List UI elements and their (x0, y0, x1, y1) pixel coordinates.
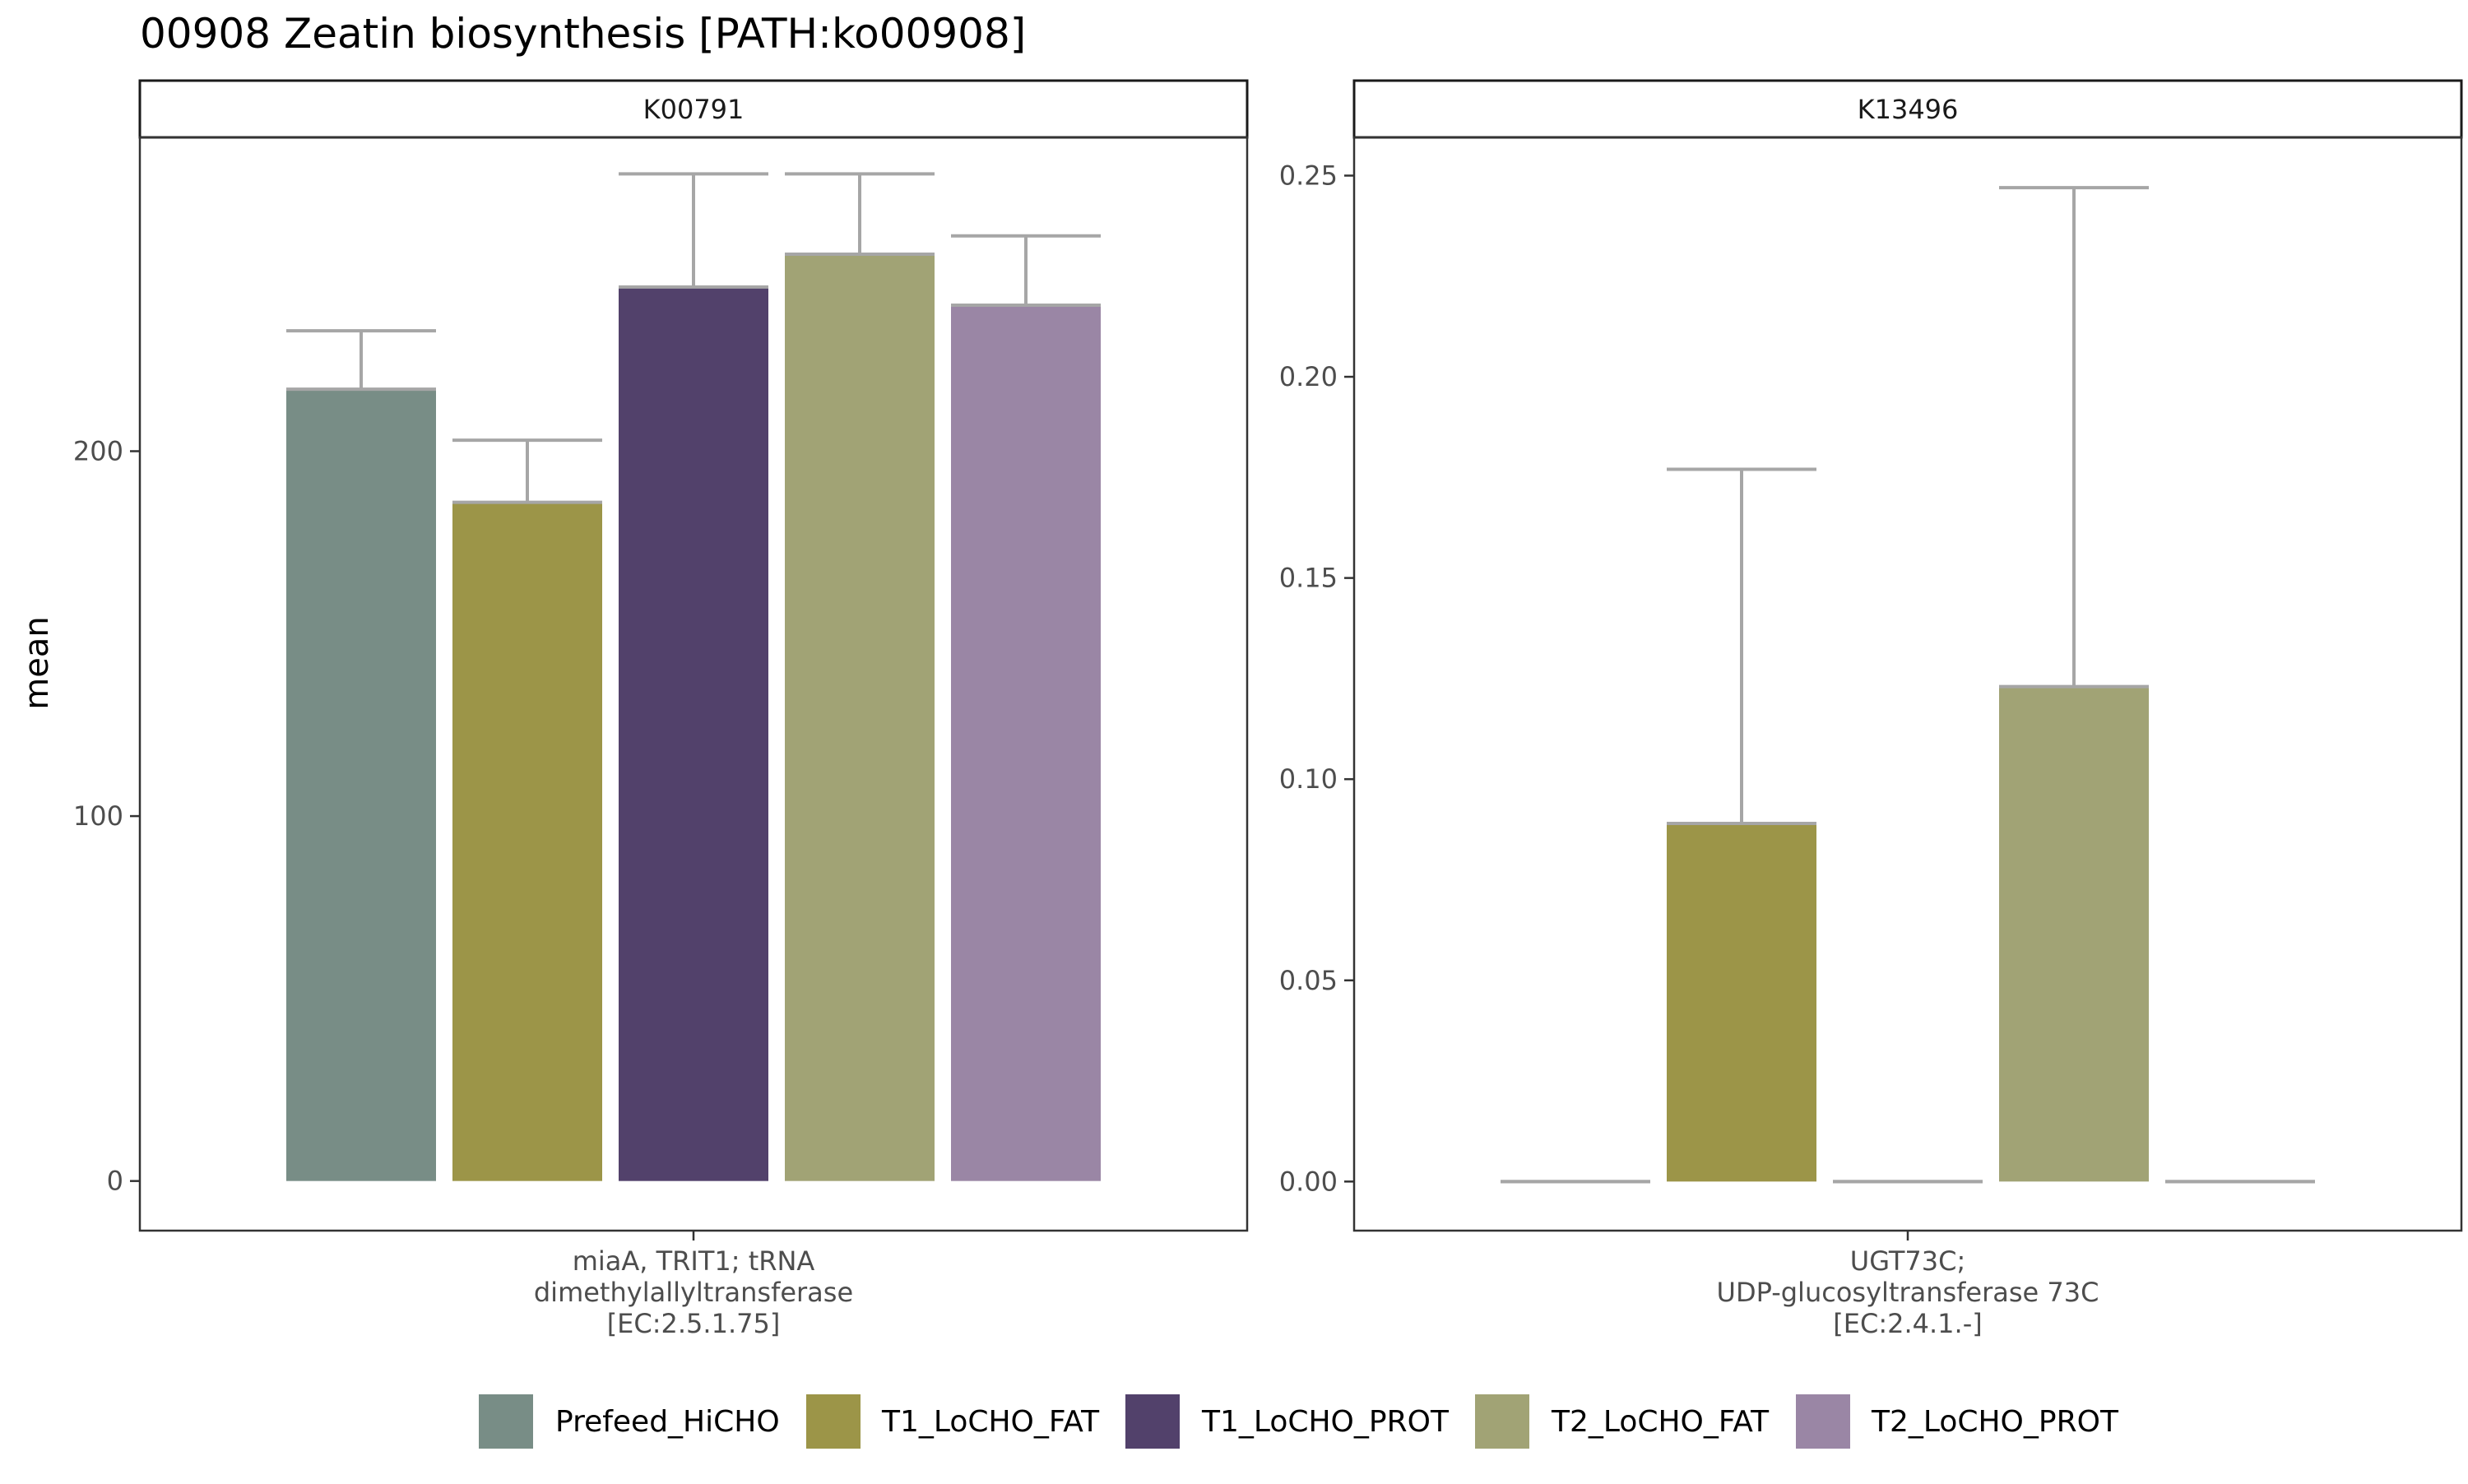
panel-strip-label: K00791 (643, 94, 745, 125)
bar-t1-locho-fat (452, 503, 602, 1181)
legend-swatch (1125, 1394, 1180, 1449)
y-axis-label: mean (18, 616, 56, 709)
chart-title: 00908 Zeatin biosynthesis [PATH:ko00908] (140, 10, 1026, 58)
y-tick-label: 0 (107, 1166, 123, 1197)
legend-label: T1_LoCHO_PROT (1201, 1405, 1450, 1439)
legend-label: T2_LoCHO_FAT (1551, 1405, 1770, 1439)
x-tick-label: dimethylallyltransferase (534, 1277, 853, 1308)
bar-t1-locho-prot (619, 287, 768, 1181)
y-tick-label: 0.25 (1279, 160, 1338, 191)
y-tick-label: 0.20 (1279, 361, 1338, 392)
y-tick-label: 200 (73, 435, 123, 466)
bar-t2-locho-prot (951, 305, 1101, 1181)
y-tick-label: 0.05 (1279, 965, 1338, 996)
bar-t2-locho-fat (785, 254, 935, 1181)
legend-swatch (806, 1394, 861, 1449)
x-tick-label: [EC:2.4.1.-] (1833, 1308, 1982, 1339)
x-tick-label: miaA, TRIT1; tRNA (573, 1245, 815, 1277)
y-tick-label: 100 (73, 800, 123, 832)
panel-strip-label: K13496 (1858, 94, 1959, 125)
legend-swatch (1796, 1394, 1850, 1449)
bar-prefeed-hicho (286, 389, 436, 1181)
y-tick-label: 0.00 (1279, 1166, 1338, 1197)
legend-label: T1_LoCHO_FAT (881, 1405, 1100, 1439)
bar-t2-locho-fat (1999, 687, 2149, 1182)
x-tick-label: UGT73C; (1850, 1245, 1965, 1277)
legend-swatch (479, 1394, 533, 1449)
x-tick-label: [EC:2.5.1.75] (607, 1308, 781, 1339)
bar-t1-locho-fat (1667, 823, 1816, 1181)
y-tick-label: 0.15 (1279, 563, 1338, 594)
legend-swatch (1475, 1394, 1529, 1449)
legend-label: Prefeed_HiCHO (555, 1405, 780, 1439)
legend-label: T2_LoCHO_PROT (1871, 1405, 2119, 1439)
y-tick-label: 0.10 (1279, 763, 1338, 795)
x-tick-label: UDP-glucosyltransferase 73C (1717, 1277, 2099, 1308)
